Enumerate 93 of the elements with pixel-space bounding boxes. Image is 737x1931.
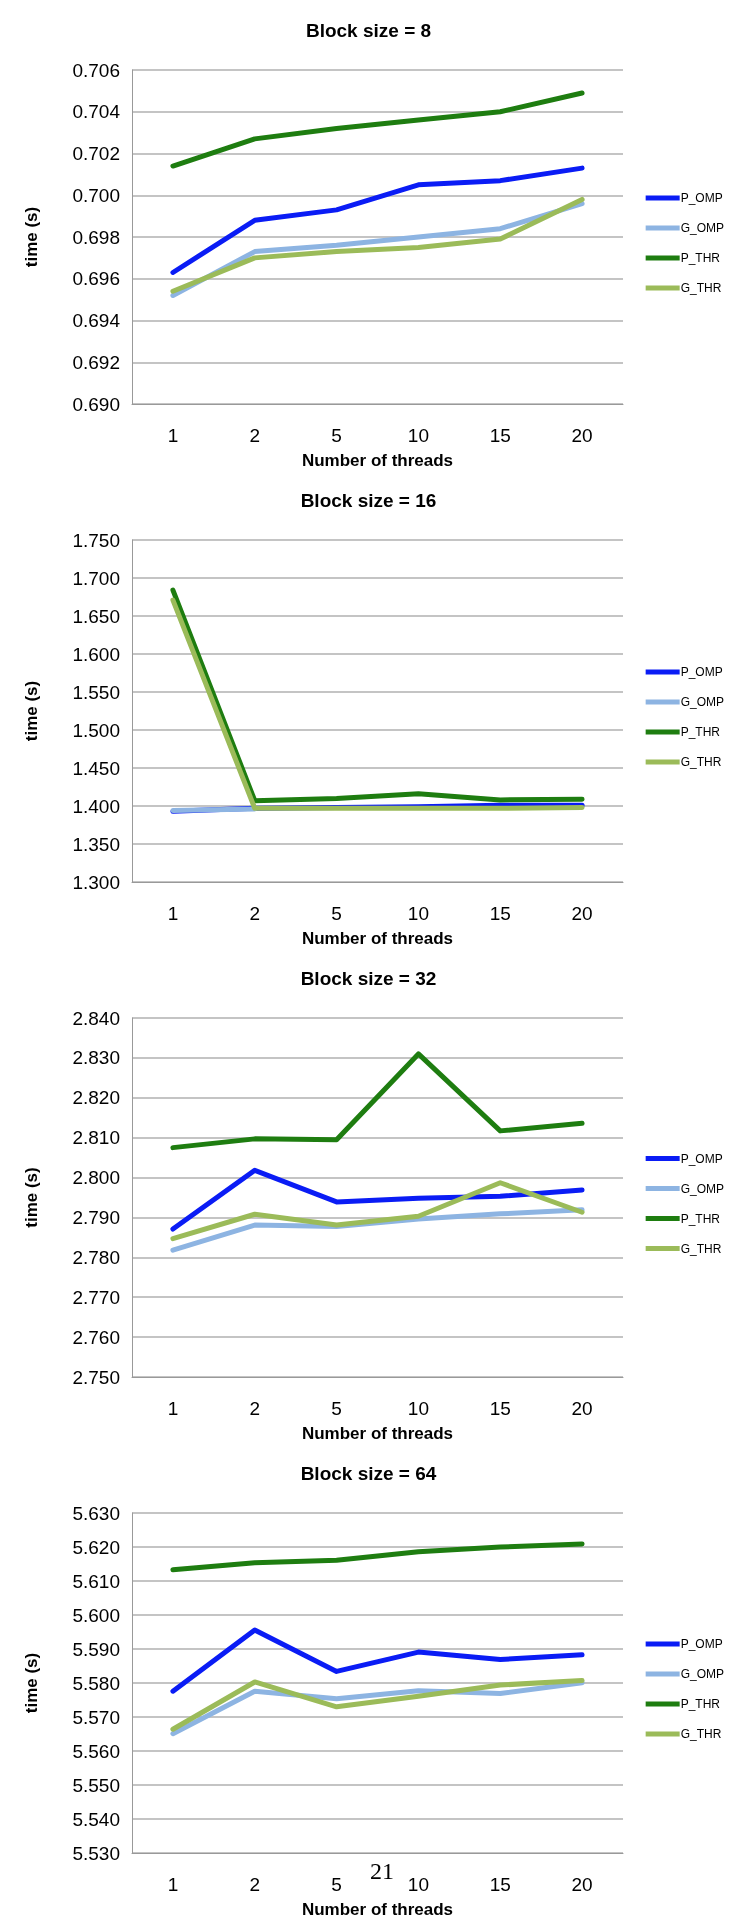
x-tick-label: 5 — [331, 903, 342, 924]
y-tick-label: 2.830 — [72, 1047, 120, 1069]
y-tick-label: 1.500 — [72, 719, 120, 741]
x-tick-label: 15 — [489, 1398, 511, 1419]
text: 21 — [370, 1858, 394, 1884]
legend-label: P_OMP — [680, 1637, 723, 1651]
chart-title: Block size = 16 — [300, 490, 437, 511]
y-tick-label: 2.770 — [72, 1286, 120, 1308]
y-tick-label: 1.650 — [72, 605, 120, 627]
y-tick-label: 2.810 — [72, 1127, 120, 1149]
chart-title: Block size = 64 — [300, 1463, 437, 1484]
x-tick-label: 10 — [407, 903, 429, 924]
legend-label: G_THR — [680, 1727, 722, 1741]
y-tick-label: 5.570 — [72, 1706, 120, 1728]
y-tick-label: 0.704 — [72, 101, 121, 123]
x-tick-label: 15 — [489, 425, 511, 446]
legend-label: P_THR — [680, 725, 721, 739]
y-tick-label: 5.610 — [72, 1570, 120, 1592]
y-tick-label: 2.750 — [72, 1366, 120, 1388]
legend-label: G_OMP — [680, 221, 724, 235]
y-tick-label: 1.350 — [72, 833, 120, 855]
y-tick-label: 0.696 — [72, 268, 120, 290]
y-axis-title: time (s) — [22, 1167, 41, 1228]
x-tick-label: 20 — [571, 425, 593, 446]
y-tick-label: 0.692 — [72, 351, 120, 373]
legend-label: G_THR — [680, 755, 722, 769]
x-tick-label: 20 — [571, 1398, 593, 1419]
y-tick-label: 2.840 — [72, 1007, 120, 1029]
y-tick-label: 5.600 — [72, 1604, 120, 1626]
chart-title: Block size = 8 — [305, 20, 432, 41]
x-tick-label: 2 — [249, 1874, 261, 1895]
legend-label: P_THR — [680, 1697, 721, 1711]
legend-label: G_THR — [680, 1241, 722, 1256]
x-tick-label: 5 — [331, 1874, 342, 1895]
y-tick-label: 5.550 — [72, 1774, 120, 1796]
y-tick-label: 2.800 — [72, 1167, 120, 1189]
legend-label: P_OMP — [680, 191, 723, 205]
y-tick-label: 0.706 — [72, 59, 120, 81]
x-tick-label: 2 — [249, 425, 261, 446]
x-tick-label: 10 — [407, 1874, 429, 1895]
y-tick-label: 5.530 — [72, 1842, 120, 1864]
y-tick-label: 2.820 — [72, 1087, 120, 1109]
y-tick-label: 0.702 — [72, 143, 120, 164]
y-tick-label: 5.540 — [72, 1808, 120, 1830]
legend-label: P_OMP — [680, 1151, 723, 1166]
x-tick-label: 1 — [167, 903, 179, 924]
legend-label: G_OMP — [680, 695, 724, 709]
y-tick-label: 1.550 — [72, 681, 120, 703]
x-tick-label: 20 — [571, 903, 593, 924]
x-axis-title: Number of threads — [301, 451, 454, 470]
legend-label: P_THR — [680, 1211, 721, 1226]
y-tick-label: 1.400 — [72, 795, 120, 817]
y-tick-label: 2.760 — [72, 1326, 120, 1348]
x-tick-label: 2 — [249, 1398, 261, 1419]
y-tick-label: 1.750 — [72, 529, 120, 551]
y-tick-label: 0.694 — [72, 310, 121, 331]
chart-title: Block size = 32 — [300, 968, 437, 989]
legend-label: G_OMP — [680, 1181, 724, 1196]
y-tick-label: 2.790 — [72, 1206, 120, 1228]
legend-label: G_THR — [680, 281, 722, 295]
y-tick-label: 5.580 — [72, 1672, 120, 1694]
x-tick-label: 20 — [571, 1874, 593, 1895]
x-tick-label: 15 — [489, 903, 511, 924]
x-axis-title: Number of threads — [301, 1424, 454, 1443]
y-tick-label: 5.620 — [72, 1536, 120, 1558]
y-tick-label: 1.300 — [72, 871, 120, 893]
y-tick-label: 5.590 — [72, 1638, 120, 1660]
y-axis-title: time (s) — [22, 206, 41, 268]
y-axis-title: time (s) — [22, 680, 41, 742]
x-tick-label: 10 — [407, 425, 429, 446]
x-tick-label: 10 — [407, 1398, 429, 1419]
y-tick-label: 1.450 — [72, 757, 120, 779]
y-tick-label: 1.700 — [72, 567, 120, 589]
y-tick-label: 1.600 — [72, 643, 120, 665]
x-tick-label: 5 — [331, 425, 342, 446]
y-tick-label: 5.560 — [72, 1740, 120, 1762]
x-tick-label: 2 — [249, 903, 261, 924]
x-tick-label: 1 — [167, 425, 179, 446]
legend-label: G_OMP — [680, 1667, 724, 1681]
x-tick-label: 5 — [331, 1398, 342, 1419]
legend-label: P_OMP — [680, 665, 723, 679]
x-axis-title: Number of threads — [301, 1900, 454, 1919]
legend-label: P_THR — [680, 251, 721, 265]
x-tick-label: 1 — [167, 1874, 179, 1895]
y-tick-label: 0.690 — [72, 393, 120, 415]
x-tick-label: 1 — [167, 1398, 179, 1419]
y-tick-label: 5.630 — [72, 1502, 120, 1524]
y-tick-label: 0.700 — [72, 184, 120, 206]
x-axis-title: Number of threads — [301, 929, 454, 948]
y-tick-label: 2.780 — [72, 1246, 120, 1268]
y-tick-label: 0.698 — [72, 226, 120, 248]
x-tick-label: 15 — [489, 1874, 511, 1895]
y-axis-title: time (s) — [22, 1652, 41, 1714]
